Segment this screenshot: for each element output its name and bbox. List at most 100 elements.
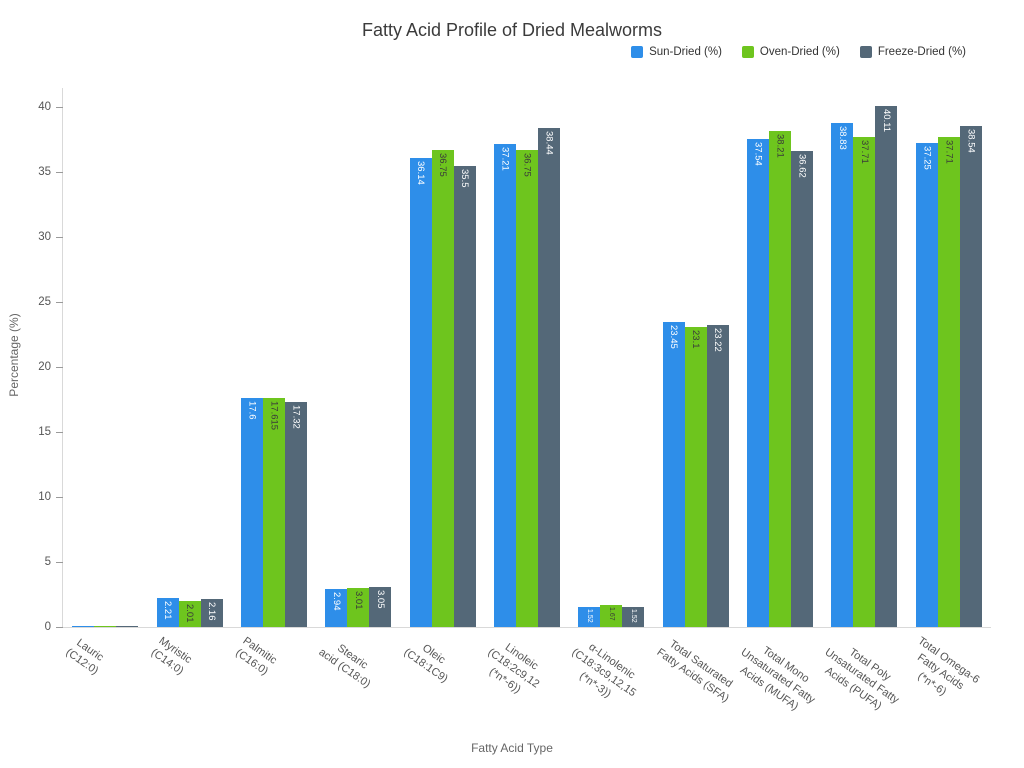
bar: 2.01 [178, 600, 201, 627]
legend-swatch-icon [631, 46, 644, 58]
bar-value-label: 17.615 [268, 401, 280, 431]
bar-value-label: 37.71 [943, 140, 955, 165]
bar: 3.05 [369, 587, 392, 627]
bar-value-label: 36.75 [437, 152, 449, 177]
category-group: 38.83 37.71 40.11 Total Poly Unsaturated Fa… [822, 88, 906, 712]
bar [94, 625, 117, 627]
bar: 40.11 [875, 106, 898, 627]
x-tick-label: Palmitic (C16:0) [232, 634, 279, 678]
bar-value-label: 37.21 [499, 146, 511, 171]
x-tick-label: Linoleic (C18:2c9,12 (*n*-6)) [485, 641, 542, 696]
x-tick-label: α-Linolenic (C18:3c9,12,15 (*n*-3)) [569, 641, 639, 700]
bar-value-label: 38.44 [543, 130, 555, 155]
y-tick-mark [56, 172, 63, 174]
bar: 2.16 [200, 598, 223, 627]
bar: 2.94 [325, 588, 348, 627]
y-tick-label: 25 [38, 296, 51, 309]
x-tick-label: Total Poly Unsaturated Fatty Acids (PUFA… [822, 646, 902, 713]
legend-item-1[interactable]: Sun-Dried (%) [631, 46, 722, 58]
category-group: 17.6 17.615 17.32 Palmitic (C16:0) [232, 88, 316, 678]
x-axis-title: Fatty Acid Type [471, 741, 553, 755]
bar: 38.54 [959, 126, 982, 627]
y-tick-label: 10 [38, 491, 51, 504]
x-tick-label: Total Saturated Fatty Acids (SFA) [654, 637, 735, 706]
category-group: 2.21 2.01 2.16 Myristic (C14:0) [147, 88, 231, 678]
bar-value-label: 1.67 [607, 607, 615, 621]
y-tick-mark [56, 237, 63, 239]
bar: 2.21 [156, 598, 179, 627]
y-tick-mark [56, 497, 63, 499]
bar: 23.1 [684, 326, 707, 627]
bar: 23.22 [706, 325, 729, 627]
bar-value-label: 37.71 [858, 140, 870, 165]
y-tick-label: 35 [38, 166, 51, 179]
x-tick-label: Myristic (C14:0) [148, 634, 194, 678]
bar-value-label: 40.11 [880, 109, 892, 133]
bar-value-label: 2.01 [184, 603, 196, 623]
bar: 35.5 [453, 165, 476, 627]
legend-item-3[interactable]: Freeze-Dried (%) [859, 46, 966, 58]
bar-value-label: 3.05 [374, 590, 386, 609]
bar: 37.71 [853, 137, 876, 627]
x-tick-label: Oleic (C18:1C9) [400, 642, 450, 686]
y-tick-label: 20 [38, 361, 51, 374]
bar-value-label: 36.14 [415, 160, 427, 185]
x-tick-label: Total Mono Unsaturated Fatty Acids (MUFA… [738, 644, 817, 713]
bar-value-label: 3.01 [352, 590, 364, 610]
bar: 1.52 [622, 607, 645, 627]
y-tick-mark [56, 107, 63, 109]
bar-value-label: 2.94 [330, 591, 342, 611]
legend-swatch-icon [859, 46, 872, 58]
bar-value-label: 38.54 [965, 129, 977, 154]
y-tick-mark [56, 302, 63, 304]
bar: 17.615 [262, 398, 285, 627]
bar-value-label: 38.83 [836, 125, 848, 150]
bar: 36.75 [515, 149, 538, 627]
x-tick-label: Total Omega-6 Fatty Acids (*n*-6) [914, 634, 982, 698]
x-tick-label: Lauric (C12:0) [63, 636, 106, 678]
bar: 36.62 [791, 151, 814, 627]
category-group: 37.54 38.21 36.62 Total Mono Unsaturated Fa… [738, 88, 822, 713]
bar: 38.83 [831, 122, 854, 627]
category-group: 2.94 3.01 3.05 Stearic acid (C18:0) [316, 88, 400, 691]
bar-value-label: 23.1 [690, 329, 702, 349]
chart-title: Fatty Acid Profile of Dried Mealworms [361, 20, 663, 40]
bar-value-label: 36.75 [521, 152, 533, 177]
bar-value-label: 1.52 [585, 609, 593, 623]
y-tick-label: 30 [38, 231, 51, 244]
legend-label: Freeze-Dried (%) [877, 46, 966, 58]
bar: 37.21 [493, 143, 516, 627]
bar: 38.21 [769, 130, 792, 627]
plot-area: Lauric (C12:0) 2.21 2.01 2.16 Myristic (C14:… [38, 88, 991, 713]
category-group: 1.52 1.67 1.52 α-Linolenic (C18:3c9,12,15 (… [569, 88, 653, 700]
legend-swatch-icon [741, 46, 754, 58]
bar-value-label: 37.54 [752, 142, 764, 167]
bar: 38.44 [537, 127, 560, 627]
bar-value-label: 36.62 [796, 154, 808, 179]
bar [116, 625, 139, 627]
bar: 17.6 [240, 398, 263, 627]
bar: 1.67 [600, 605, 623, 627]
y-tick-mark [56, 367, 63, 369]
y-tick-mark [56, 627, 63, 628]
bar-value-label: 1.52 [629, 609, 637, 623]
legend-label: Oven-Dried (%) [759, 46, 840, 58]
bar-value-label: 17.32 [290, 405, 302, 429]
bar-value-label: 37.25 [921, 146, 933, 170]
bar: 36.14 [409, 157, 432, 627]
legend-item-2[interactable]: Oven-Dried (%) [741, 46, 840, 58]
category-group: Lauric (C12:0) [63, 88, 147, 677]
bar-value-label: 17.6 [246, 401, 258, 420]
bar: 23.45 [662, 322, 685, 627]
y-tick-label: 40 [38, 101, 51, 114]
bar: 1.52 [578, 607, 601, 627]
bar: 3.01 [347, 587, 370, 627]
y-tick-label: 5 [44, 556, 51, 569]
bar-value-label: 2.21 [162, 601, 174, 620]
bar-value-label: 23.45 [668, 325, 680, 350]
bar: 17.32 [284, 402, 307, 627]
category-group: 36.14 36.75 35.5 Oleic (C18:1C9) [400, 88, 484, 685]
y-tick-mark [56, 432, 63, 434]
bar-groups: Lauric (C12:0) 2.21 2.01 2.16 Myristic (C14:… [63, 88, 991, 713]
